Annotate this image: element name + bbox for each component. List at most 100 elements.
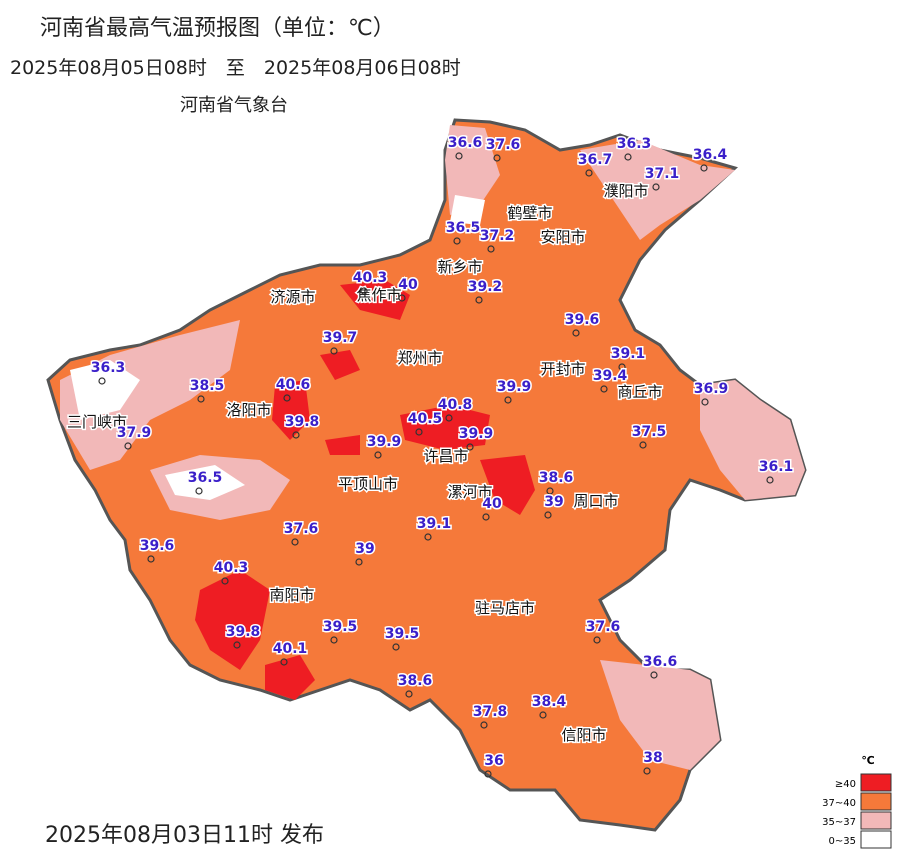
station-dot xyxy=(355,558,363,566)
station-dot xyxy=(504,396,512,404)
station-dot xyxy=(330,636,338,644)
station-value: 39.6 xyxy=(140,538,175,554)
station-dot xyxy=(415,428,423,436)
station-value: 40 xyxy=(482,496,502,512)
station-value: 39.5 xyxy=(385,626,420,642)
station-value: 36.4 xyxy=(693,147,728,163)
station-dot xyxy=(398,294,406,302)
legend-unit: ℃ xyxy=(861,754,874,767)
station-dot xyxy=(147,555,155,563)
station-value: 36.3 xyxy=(91,360,126,376)
forecast-period: 2025年08月05日08时 至 2025年08月06日08时 xyxy=(10,57,461,79)
city-label: 许昌市 xyxy=(423,447,468,465)
station-value: 37.8 xyxy=(473,704,508,720)
station-dot xyxy=(546,487,554,495)
station-value: 36 xyxy=(484,753,503,769)
station-dot xyxy=(493,154,501,162)
station-value: 39.8 xyxy=(226,624,261,640)
legend-swatch xyxy=(860,792,892,811)
city-label: 三门峡市 xyxy=(67,413,127,431)
station-value: 37.6 xyxy=(486,137,521,153)
hot-zone xyxy=(340,280,410,320)
station-value: 40.6 xyxy=(276,377,311,393)
station-dot xyxy=(424,533,432,541)
station-dot xyxy=(480,721,488,729)
station-value: 36.6 xyxy=(643,654,678,670)
legend-swatch xyxy=(860,773,892,792)
city-label: 濮阳市 xyxy=(603,182,648,200)
station-value: 37.5 xyxy=(632,424,667,440)
city-label: 济源市 xyxy=(270,288,315,306)
station-dot xyxy=(766,476,774,484)
station-value: 39.9 xyxy=(367,434,402,450)
warm-zone xyxy=(700,380,805,500)
station-dot xyxy=(360,287,368,295)
city-label: 漯河市 xyxy=(447,483,492,501)
station-value: 39.1 xyxy=(611,346,646,362)
legend-swatch xyxy=(860,811,892,830)
city-label: 商丘市 xyxy=(617,383,662,401)
station-value: 37.1 xyxy=(645,166,680,182)
station-value: 39 xyxy=(544,494,563,510)
station-dot xyxy=(652,183,660,191)
station-value: 39 xyxy=(355,541,374,557)
city-label: 开封市 xyxy=(540,360,585,378)
station-dot xyxy=(445,414,453,422)
station-value: 40.3 xyxy=(353,270,388,286)
station-dot xyxy=(643,767,651,775)
station-value: 39.1 xyxy=(417,516,452,532)
hot-zone xyxy=(320,350,360,380)
station-value: 38 xyxy=(643,750,662,766)
station-dot xyxy=(593,636,601,644)
hot-zone xyxy=(325,435,360,455)
station-dot xyxy=(544,511,552,519)
cool-zone xyxy=(165,465,245,500)
station-value: 37.6 xyxy=(586,619,621,635)
province-shape xyxy=(46,118,807,832)
cool-zone xyxy=(70,360,140,420)
station-dot xyxy=(405,690,413,698)
station-value: 39.2 xyxy=(468,279,503,295)
station-dot xyxy=(392,643,400,651)
station-value: 39.5 xyxy=(323,619,358,635)
station-dot xyxy=(221,577,229,585)
warm-zone xyxy=(60,320,240,470)
city-label: 周口市 xyxy=(573,492,618,510)
station-value: 40.5 xyxy=(408,411,443,427)
station-dot xyxy=(487,245,495,253)
station-dot xyxy=(374,451,382,459)
station-dot xyxy=(98,377,106,385)
station-value: 38.4 xyxy=(532,694,567,710)
station-value: 38.6 xyxy=(398,673,433,689)
station-value: 40.3 xyxy=(214,560,249,576)
hot-zone xyxy=(265,655,315,700)
station-dot xyxy=(650,671,658,679)
station-dot xyxy=(624,153,632,161)
station-value: 38.6 xyxy=(539,470,574,486)
station-dot xyxy=(466,443,474,451)
agency: 河南省气象台 xyxy=(180,95,288,116)
hot-zone xyxy=(272,380,310,440)
station-dot xyxy=(639,441,647,449)
legend-label: 37~40 xyxy=(822,798,856,809)
station-dot xyxy=(292,431,300,439)
station-value: 40.8 xyxy=(438,397,473,413)
station-value: 40.1 xyxy=(273,641,308,657)
station-value: 37.6 xyxy=(284,521,319,537)
station-value: 39.4 xyxy=(593,368,628,384)
station-dot xyxy=(701,398,709,406)
station-value: 36.7 xyxy=(578,152,613,168)
station-dot xyxy=(291,538,299,546)
legend-label: 0~35 xyxy=(829,836,856,847)
station-dot xyxy=(585,169,593,177)
station-value: 36.6 xyxy=(448,135,483,151)
map-title: 河南省最高气温预报图（单位：℃） xyxy=(40,16,395,41)
station-value: 39.9 xyxy=(497,379,532,395)
station-dot xyxy=(539,711,547,719)
city-label: 新乡市 xyxy=(437,258,482,276)
hot-zone xyxy=(480,455,535,515)
station-dot xyxy=(124,442,132,450)
station-dot xyxy=(484,770,492,778)
warm-zone xyxy=(600,660,720,770)
